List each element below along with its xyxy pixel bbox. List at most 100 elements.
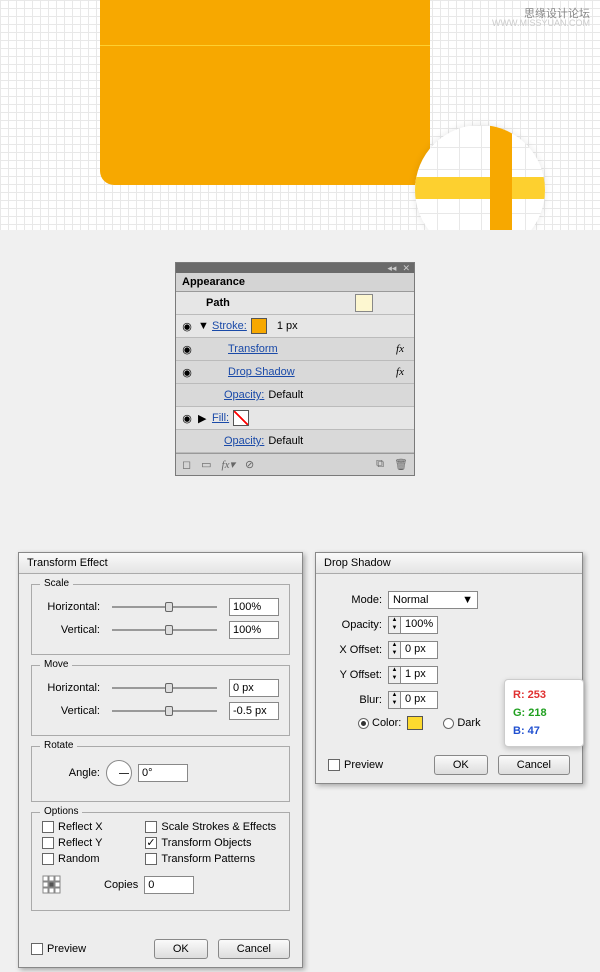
fill-opacity-row[interactable]: Opacity: Default <box>176 430 414 453</box>
x-offset-spinner[interactable]: ▲▼0 px <box>388 641 438 659</box>
canvas-area: 思缘设计论坛 WWW.MISSYUAN.COM <box>0 0 600 230</box>
angle-dial[interactable] <box>106 760 132 786</box>
stroke-link[interactable]: Stroke: <box>212 320 247 332</box>
rgb-b-value: B: 47 <box>513 722 575 740</box>
scale-h-label: Horizontal: <box>42 601 100 613</box>
reflect-x-checkbox[interactable]: Reflect X <box>42 821 137 833</box>
panel-collapse-icon[interactable]: ◂◂ <box>387 263 396 274</box>
stroke-opacity-row[interactable]: Opacity: Default <box>176 384 414 407</box>
duplicate-icon[interactable]: ⧉ <box>376 458 384 471</box>
scale-v-slider[interactable] <box>112 629 217 631</box>
visibility-icon[interactable]: ◉ <box>180 366 194 379</box>
fill-row[interactable]: ◉ ▶ Fill: <box>176 407 414 430</box>
options-legend: Options <box>40 806 82 817</box>
folder-artwork <box>100 0 430 185</box>
move-v-input[interactable]: -0.5 px <box>229 702 279 720</box>
move-h-slider[interactable] <box>112 687 217 689</box>
visibility-icon[interactable]: ◉ <box>180 320 194 333</box>
registration-point-icon[interactable] <box>42 875 62 895</box>
drop-shadow-dialog: Drop Shadow Mode: Normal▼ Opacity: ▲▼100… <box>315 552 583 784</box>
transform-effect-dialog: Transform Effect Scale Horizontal: 100% … <box>18 552 303 968</box>
copies-label: Copies <box>104 879 138 891</box>
fx-icon: fx <box>396 366 404 378</box>
panel-tabbar: ◂◂ ✕ <box>176 263 414 273</box>
visibility-icon[interactable]: ◉ <box>180 412 194 425</box>
options-fieldset: Options Reflect X Scale Strokes & Effect… <box>31 812 290 911</box>
move-h-input[interactable]: 0 px <box>229 679 279 697</box>
transform-patterns-checkbox[interactable]: Transform Patterns <box>145 853 279 865</box>
shadow-color-swatch[interactable] <box>407 716 423 730</box>
appearance-tab[interactable]: Appearance <box>176 273 414 292</box>
expand-triangle-icon[interactable]: ▼ <box>198 320 208 332</box>
color-radio[interactable]: Color: <box>358 717 401 729</box>
no-selection-icon[interactable]: ◻ <box>182 458 191 471</box>
folder-highlight-line <box>100 45 430 46</box>
path-label: Path <box>206 297 230 309</box>
transform-link[interactable]: Transform <box>228 343 278 355</box>
mode-label: Mode: <box>328 594 382 606</box>
move-legend: Move <box>40 659 72 670</box>
scale-strokes-checkbox[interactable]: Scale Strokes & Effects <box>145 821 279 833</box>
reflect-y-checkbox[interactable]: Reflect Y <box>42 837 137 849</box>
move-v-slider[interactable] <box>112 710 217 712</box>
angle-label: Angle: <box>42 767 100 779</box>
darkness-radio[interactable]: Dark <box>443 717 480 729</box>
stroke-row[interactable]: ◉ ▼ Stroke: 1 px <box>176 315 414 338</box>
y-offset-spinner[interactable]: ▲▼1 px <box>388 666 438 684</box>
drop-shadow-dialog-title: Drop Shadow <box>316 553 582 574</box>
clear-icon[interactable]: ⊘ <box>245 458 254 471</box>
appearance-panel: ◂◂ ✕ Appearance Path ◉ ▼ Stroke: 1 px ◉ … <box>175 262 415 476</box>
move-h-label: Horizontal: <box>42 682 100 694</box>
scale-legend: Scale <box>40 578 73 589</box>
opacity-spinner[interactable]: ▲▼100% <box>388 616 438 634</box>
appearance-path-row[interactable]: Path <box>176 292 414 315</box>
appearance-footer: ◻ ▭ fx▾ ⊘ ⧉ 🗑 <box>176 453 414 475</box>
move-v-label: Vertical: <box>42 705 100 717</box>
opacity-value: Default <box>268 435 303 447</box>
watermark-url: WWW.MISSYUAN.COM <box>492 18 590 28</box>
scale-h-slider[interactable] <box>112 606 217 608</box>
copies-input[interactable]: 0 <box>144 876 194 894</box>
panel-close-icon[interactable]: ✕ <box>402 263 410 274</box>
visibility-icon[interactable]: ◉ <box>180 343 194 356</box>
transform-effect-row[interactable]: ◉ Transform fx <box>176 338 414 361</box>
transform-dialog-title: Transform Effect <box>19 553 302 574</box>
fill-color-swatch[interactable] <box>233 410 249 426</box>
delete-icon[interactable]: 🗑 <box>394 458 408 471</box>
rotate-legend: Rotate <box>40 740 77 751</box>
rotate-fieldset: Rotate Angle: 0° <box>31 746 290 802</box>
expand-triangle-icon[interactable]: ▶ <box>198 412 208 425</box>
move-fieldset: Move Horizontal: 0 px Vertical: -0.5 px <box>31 665 290 736</box>
blur-spinner[interactable]: ▲▼0 px <box>388 691 438 709</box>
scale-fieldset: Scale Horizontal: 100% Vertical: 100% <box>31 584 290 655</box>
rgb-g-value: G: 218 <box>513 704 575 722</box>
ok-button[interactable]: OK <box>154 939 208 959</box>
scale-h-input[interactable]: 100% <box>229 598 279 616</box>
add-stroke-icon[interactable]: ▭ <box>201 458 211 471</box>
blur-label: Blur: <box>328 694 382 706</box>
path-thumbnail <box>355 294 373 312</box>
opacity-link[interactable]: Opacity: <box>224 435 264 447</box>
rgb-r-value: R: 253 <box>513 686 575 704</box>
dropdown-icon: ▼ <box>462 594 473 606</box>
scale-v-label: Vertical: <box>42 624 100 636</box>
transform-objects-checkbox[interactable]: Transform Objects <box>145 837 279 849</box>
cancel-button[interactable]: Cancel <box>218 939 290 959</box>
add-effect-icon[interactable]: fx▾ <box>222 458 235 471</box>
preview-checkbox[interactable]: Preview <box>328 759 383 771</box>
stroke-color-swatch[interactable] <box>251 318 267 334</box>
fill-link[interactable]: Fill: <box>212 412 229 424</box>
random-checkbox[interactable]: Random <box>42 853 137 865</box>
drop-shadow-effect-row[interactable]: ◉ Drop Shadow fx <box>176 361 414 384</box>
ok-button[interactable]: OK <box>434 755 488 775</box>
x-offset-label: X Offset: <box>328 644 382 656</box>
preview-checkbox[interactable]: Preview <box>31 943 86 955</box>
cancel-button[interactable]: Cancel <box>498 755 570 775</box>
opacity-value: Default <box>268 389 303 401</box>
stroke-weight-value: 1 px <box>277 320 298 332</box>
scale-v-input[interactable]: 100% <box>229 621 279 639</box>
angle-input[interactable]: 0° <box>138 764 188 782</box>
opacity-link[interactable]: Opacity: <box>224 389 264 401</box>
mode-select[interactable]: Normal▼ <box>388 591 478 609</box>
drop-shadow-link[interactable]: Drop Shadow <box>228 366 295 378</box>
